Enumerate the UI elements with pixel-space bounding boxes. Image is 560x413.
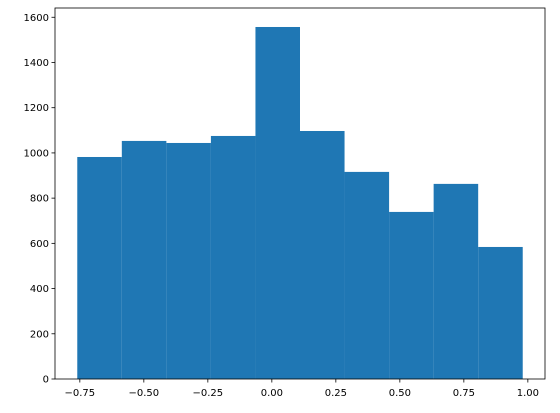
bar (77, 156, 122, 379)
x-tick-label: 0.00 (261, 388, 283, 399)
bar (433, 183, 479, 379)
x-tick-label: 0.25 (325, 388, 347, 399)
bar (210, 135, 256, 379)
y-tick-label: 600 (30, 239, 49, 250)
y-tick-label: 200 (30, 329, 49, 340)
axes-frame (54, 7, 546, 380)
x-tick-label: 0.75 (453, 388, 475, 399)
x-tick-label: −0.50 (129, 388, 160, 399)
y-tick-label: 800 (30, 194, 49, 205)
x-tick-label: 1.00 (517, 388, 539, 399)
x-tick-label: 0.50 (389, 388, 411, 399)
y-tick-label: 400 (30, 284, 49, 295)
y-tick-label: 1400 (24, 58, 49, 69)
bar (121, 140, 167, 379)
bar (478, 246, 523, 379)
bar (300, 130, 345, 379)
y-tick-label: 1200 (24, 103, 49, 114)
y-tick-label: 1000 (24, 148, 49, 159)
x-tick-label: −0.25 (193, 388, 224, 399)
x-tick-label: −0.75 (65, 388, 96, 399)
bar (344, 171, 390, 379)
bar (255, 26, 300, 380)
y-tick-label: 0 (43, 375, 49, 386)
y-tick-label: 1600 (24, 13, 49, 24)
bar (166, 142, 211, 379)
bar (389, 211, 434, 379)
